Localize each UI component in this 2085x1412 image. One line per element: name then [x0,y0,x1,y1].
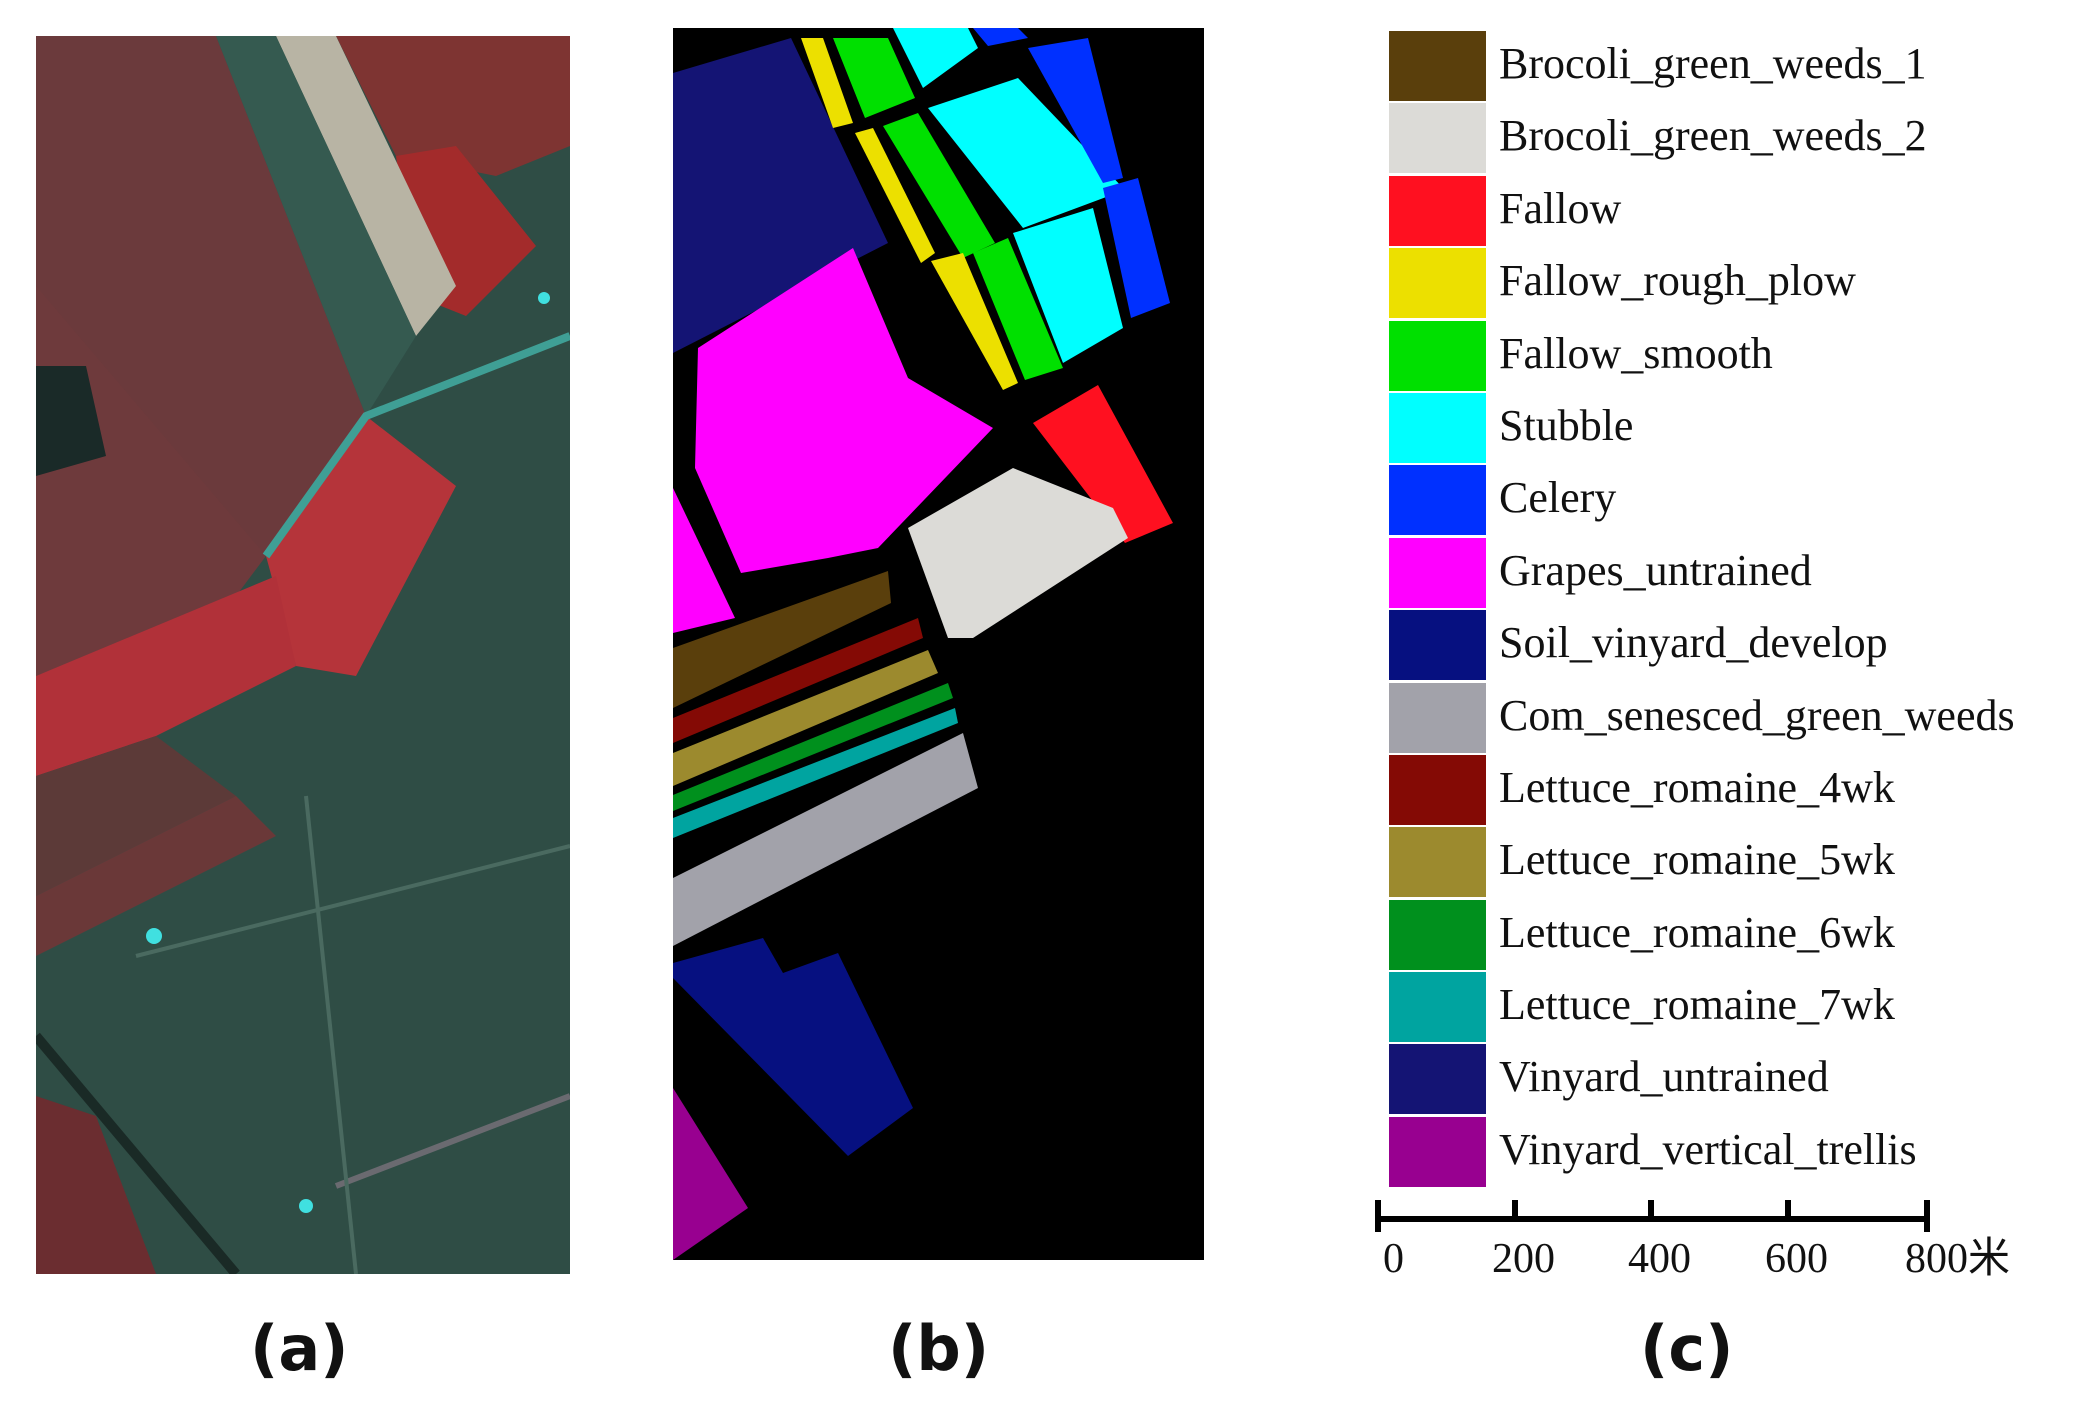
legend-label: Com_senesced_green_weeds [1499,690,2015,740]
legend-swatch [1389,1116,1486,1187]
legend-swatch [1389,972,1486,1043]
legend-swatch [1389,1044,1486,1115]
legend-label: Fallow_rough_plow [1499,256,1856,306]
legend-item: Soil_vinyard_develop [1389,609,2049,681]
legend-label: Vinyard_vertical_trellis [1499,1124,1917,1174]
legend-item: Fallow_rough_plow [1389,247,2049,319]
legend-label: Lettuce_romaine_6wk [1499,907,1895,957]
legend-swatch [1389,103,1486,174]
legend-item: Brocoli_green_weeds_1 [1389,30,2049,102]
legend-swatch [1389,610,1486,681]
legend-label: Fallow [1499,183,1622,233]
ground-truth-map-drawing [673,28,1204,1260]
legend-label: Fallow_smooth [1499,328,1773,378]
scale-bar-line [1375,1200,1930,1232]
legend-label: Grapes_untrained [1499,545,1812,595]
legend-label: Lettuce_romaine_7wk [1499,980,1895,1030]
legend-label: Vinyard_untrained [1499,1052,1829,1102]
scale-bar: 0 200 400 600 800米 [1375,1190,2010,1310]
scale-tick-label: 200 [1492,1236,1555,1282]
legend-swatch [1389,320,1486,391]
class-legend: Brocoli_green_weeds_1 Brocoli_green_weed… [1389,30,2049,1188]
legend-item: Fallow_smooth [1389,320,2049,392]
legend-item: Celery [1389,464,2049,536]
legend-item: Stubble [1389,392,2049,464]
legend-label: Lettuce_romaine_4wk [1499,762,1895,812]
legend-swatch [1389,31,1486,101]
scale-tick-label: 0 [1383,1236,1404,1282]
legend-label: Brocoli_green_weeds_1 [1499,39,1927,88]
legend-swatch [1389,392,1486,463]
legend-item: Grapes_untrained [1389,537,2049,609]
legend-label: Soil_vinyard_develop [1499,618,1888,668]
legend-label: Stubble [1499,400,1634,450]
legend-item: Lettuce_romaine_5wk [1389,826,2049,898]
legend-swatch [1389,827,1486,898]
scale-tick-label: 600 [1765,1236,1828,1282]
scale-tick-label: 800米 [1905,1236,2011,1282]
legend-item: Fallow [1389,175,2049,247]
false-color-image-drawing [36,36,570,1274]
legend-swatch [1389,465,1486,536]
legend-item: Vinyard_vertical_trellis [1389,1116,2049,1188]
ground-truth-map [673,28,1204,1260]
legend-item: Vinyard_untrained [1389,1043,2049,1115]
scale-tick-label: 400 [1628,1236,1691,1282]
legend-item: Com_senesced_green_weeds [1389,682,2049,754]
legend-label: Lettuce_romaine_5wk [1499,835,1895,885]
legend-label: Celery [1499,473,1617,523]
panel-label-a: (a) [250,1312,349,1385]
legend-swatch [1389,248,1486,319]
legend-label: Brocoli_green_weeds_2 [1499,111,1927,161]
legend-item: Lettuce_romaine_4wk [1389,754,2049,826]
legend-swatch [1389,899,1486,970]
legend-swatch [1389,537,1486,608]
panel-label-b: (b) [888,1312,990,1385]
false-color-image [36,36,570,1274]
panel-label-c: (c) [1640,1312,1734,1385]
legend-swatch [1389,754,1486,825]
legend-swatch [1389,175,1486,246]
legend-item: Lettuce_romaine_7wk [1389,971,2049,1043]
legend-swatch [1389,682,1486,753]
legend-item: Brocoli_green_weeds_2 [1389,102,2049,174]
legend-item: Lettuce_romaine_6wk [1389,899,2049,971]
